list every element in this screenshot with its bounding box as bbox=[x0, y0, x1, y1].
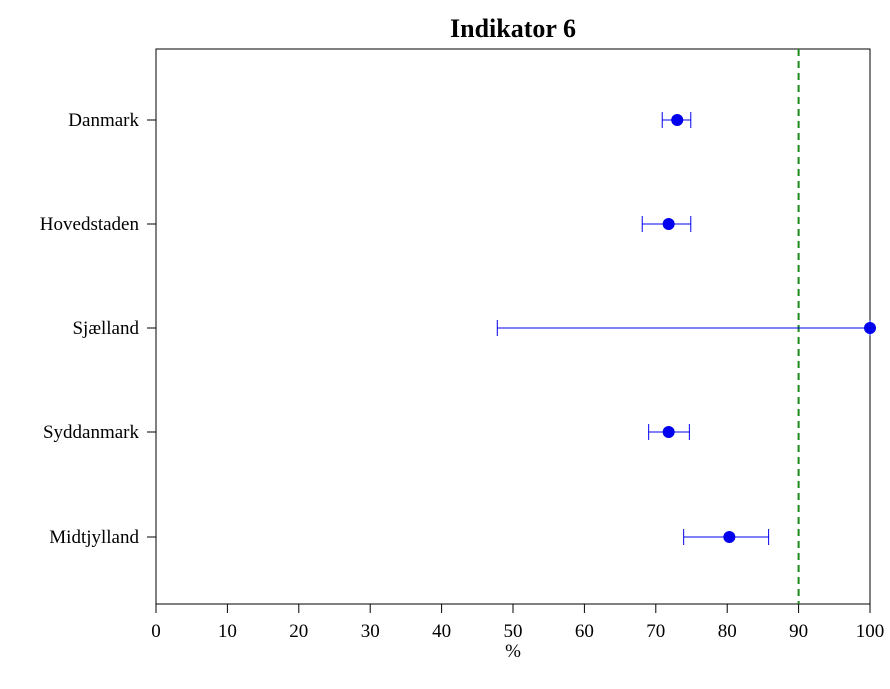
x-axis-label: % bbox=[505, 641, 521, 662]
x-tick-label: 100 bbox=[856, 621, 885, 642]
data-point bbox=[864, 322, 876, 334]
category-label: Midtjylland bbox=[49, 527, 139, 548]
x-tick-label: 60 bbox=[575, 621, 594, 642]
x-tick-label: 90 bbox=[789, 621, 808, 642]
x-tick-label: 0 bbox=[151, 621, 161, 642]
x-tick-label: 70 bbox=[646, 621, 665, 642]
chart-title: Indikator 6 bbox=[450, 14, 576, 43]
category-label: Danmark bbox=[68, 110, 139, 131]
plot-frame bbox=[155, 48, 871, 605]
data-point bbox=[723, 531, 736, 543]
category-label: Sjælland bbox=[72, 318, 139, 339]
x-tick-label: 30 bbox=[361, 621, 380, 642]
x-tick-label: 50 bbox=[504, 621, 523, 642]
data-point bbox=[662, 218, 675, 230]
x-tick-label: 80 bbox=[718, 621, 737, 642]
data-marks bbox=[496, 112, 876, 545]
data-point bbox=[662, 426, 675, 438]
x-axis: 0 10 20 30 40 50 60 70 80 90 100 bbox=[151, 604, 884, 642]
x-tick-label: 20 bbox=[289, 621, 308, 642]
category-label: Hovedstaden bbox=[40, 214, 140, 235]
category-label: Syddanmark bbox=[43, 422, 140, 443]
y-axis: Danmark Hovedstaden Sjælland Syddanmark Midt… bbox=[40, 110, 156, 548]
x-tick-label: 10 bbox=[218, 621, 237, 642]
data-point bbox=[671, 114, 684, 126]
x-tick-label: 40 bbox=[432, 621, 451, 642]
